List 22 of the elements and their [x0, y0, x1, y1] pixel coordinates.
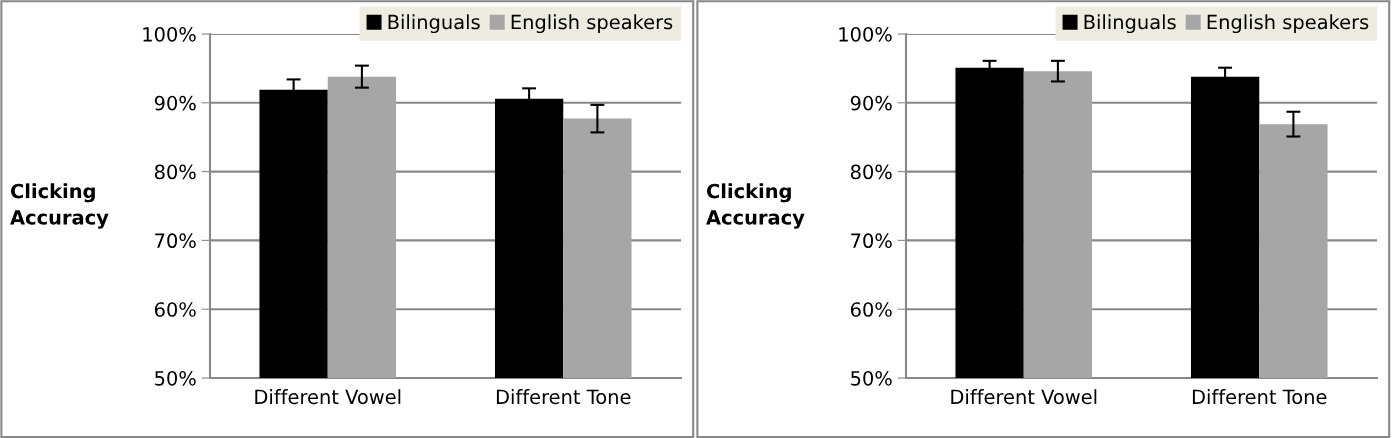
y-tick-label: 50% — [155, 370, 196, 386]
y-tick-label: 60% — [850, 302, 892, 317]
x-tick-label: Different Tone — [1192, 389, 1327, 405]
y-tick-label: 80% — [850, 164, 892, 180]
legend-label: English speakers — [1207, 14, 1369, 34]
x-tick-label: Different Vowel — [255, 389, 401, 405]
y-tick-label: 60% — [154, 302, 196, 317]
legend-label: Bilinguals — [1084, 14, 1176, 34]
y-tick-label: 90% — [850, 95, 892, 111]
y-axis-title: Clicking Accuracy — [10, 183, 109, 229]
legend-label: English speakers — [511, 14, 673, 34]
y-axis-title: Clicking Accuracy — [706, 183, 805, 229]
x-tick-label: Different Vowel — [951, 389, 1097, 405]
y-tick-label: 70% — [155, 233, 196, 249]
y-tick-label: 100% — [143, 26, 196, 42]
y-tick-label: 80% — [154, 164, 196, 180]
legend-label: Bilinguals — [388, 14, 480, 34]
x-tick-label: Different Tone — [496, 389, 631, 405]
y-tick-label: 50% — [851, 370, 892, 386]
y-tick-label: 90% — [154, 95, 196, 111]
y-tick-label: 100% — [839, 26, 892, 42]
y-tick-label: 70% — [851, 233, 892, 249]
